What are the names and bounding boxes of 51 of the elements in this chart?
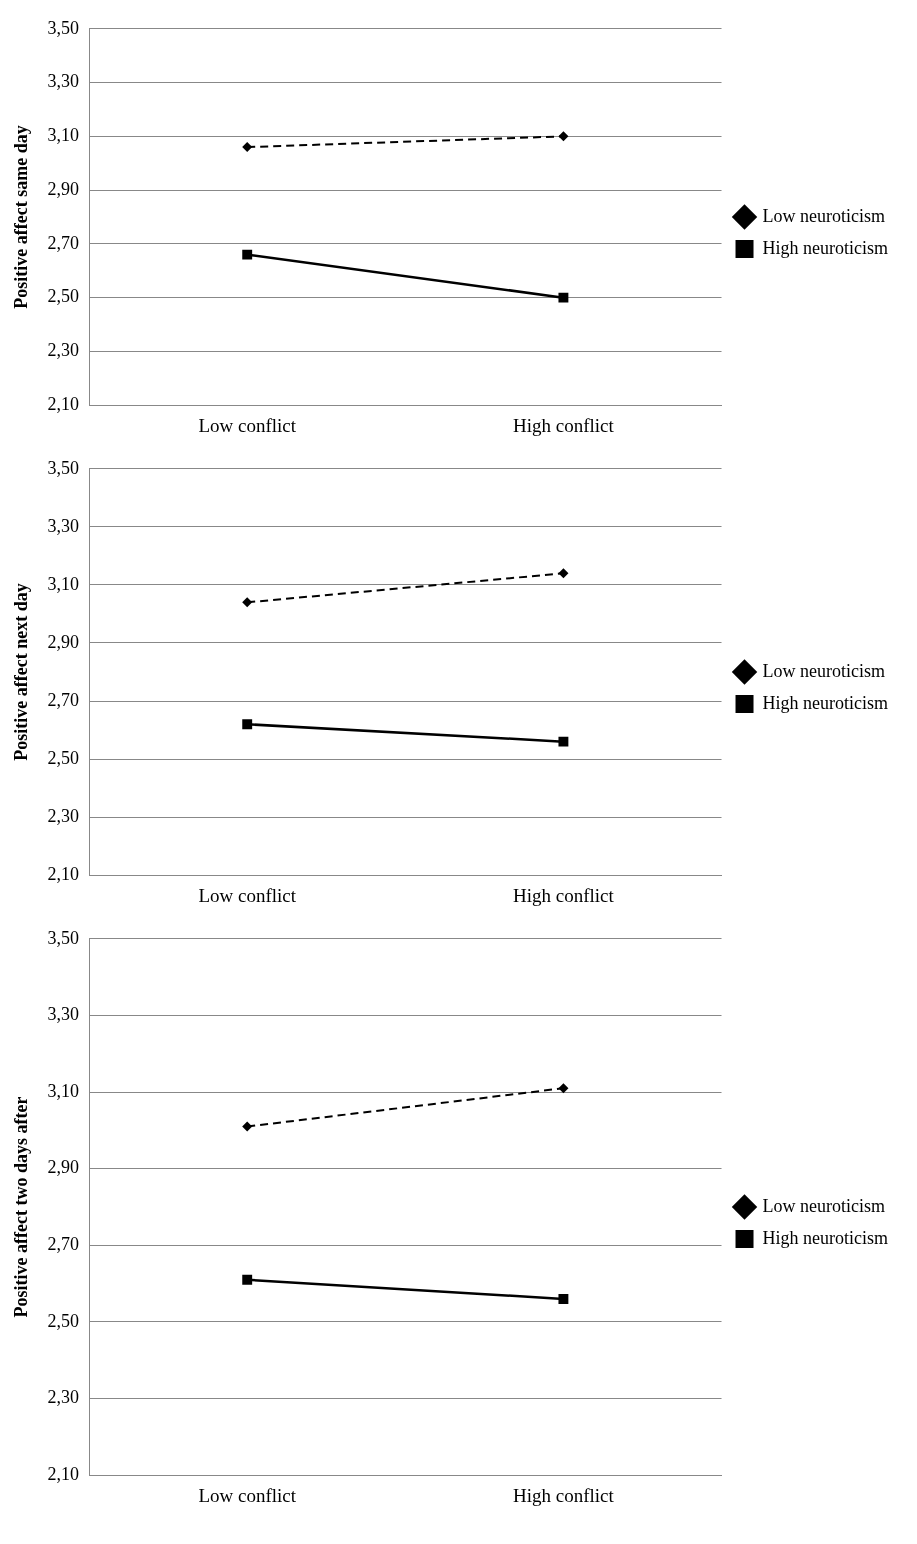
y-tick-label: 2,90	[47, 1157, 80, 1178]
legend-label: Low neuroticism	[762, 660, 885, 681]
y-tick-label: 2,50	[47, 747, 80, 768]
point	[558, 131, 569, 142]
point	[242, 249, 253, 260]
x-tick-label: High conflict	[513, 884, 615, 906]
point	[558, 292, 569, 303]
y-tick-label: 3,10	[47, 125, 80, 146]
x-tick-label: Low conflict	[198, 414, 297, 436]
x-tick-label: High conflict	[513, 414, 615, 436]
y-tick-label: 3,50	[47, 457, 80, 478]
y-axis-title: Positive affect same day	[11, 125, 32, 309]
x-tick-label: Low conflict	[198, 1484, 297, 1506]
legend-label: Low neuroticism	[762, 1195, 885, 1216]
y-tick-label: 2,90	[47, 178, 80, 199]
point	[242, 597, 253, 608]
legend-label: High neuroticism	[762, 237, 888, 258]
y-tick-label: 3,30	[47, 515, 80, 536]
y-tick-label: 3,10	[47, 573, 80, 594]
point	[242, 142, 253, 153]
point	[558, 736, 569, 747]
x-tick-label: Low conflict	[198, 884, 297, 906]
y-axis-title: Positive affect next day	[11, 583, 32, 761]
point	[242, 719, 253, 730]
y-tick-label: 2,50	[47, 286, 80, 307]
y-tick-label: 2,70	[47, 1234, 80, 1255]
y-tick-label: 2,70	[47, 232, 80, 253]
legend-label: Low neuroticism	[762, 205, 885, 226]
legend-label: High neuroticism	[762, 1227, 888, 1248]
y-tick-label: 2,10	[47, 863, 80, 884]
point	[242, 1121, 253, 1132]
point	[558, 1294, 569, 1304]
y-tick-label: 3,50	[47, 927, 80, 948]
point	[558, 568, 569, 579]
y-tick-label: 3,30	[47, 1004, 80, 1025]
point	[242, 1274, 253, 1285]
y-tick-label: 3,50	[47, 17, 80, 38]
y-axis-title: Positive affect two days after	[11, 1096, 32, 1318]
y-tick-label: 3,30	[47, 71, 80, 92]
y-tick-label: 2,50	[47, 1310, 80, 1331]
y-tick-label: 2,30	[47, 1387, 80, 1408]
y-tick-label: 2,10	[47, 393, 80, 414]
y-tick-label: 2,10	[47, 1463, 80, 1484]
y-tick-label: 2,70	[47, 689, 80, 710]
x-tick-label: High conflict	[513, 1484, 615, 1506]
y-tick-label: 2,30	[47, 805, 80, 826]
y-tick-label: 2,90	[47, 631, 80, 652]
point	[558, 1083, 569, 1094]
legend-label: High neuroticism	[762, 692, 888, 713]
y-tick-label: 2,30	[47, 340, 80, 361]
y-tick-label: 3,10	[47, 1080, 80, 1101]
